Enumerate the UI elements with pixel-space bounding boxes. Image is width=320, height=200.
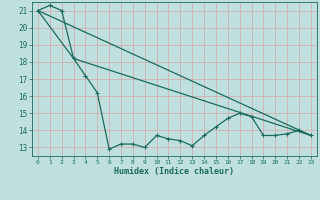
X-axis label: Humidex (Indice chaleur): Humidex (Indice chaleur) xyxy=(115,167,234,176)
